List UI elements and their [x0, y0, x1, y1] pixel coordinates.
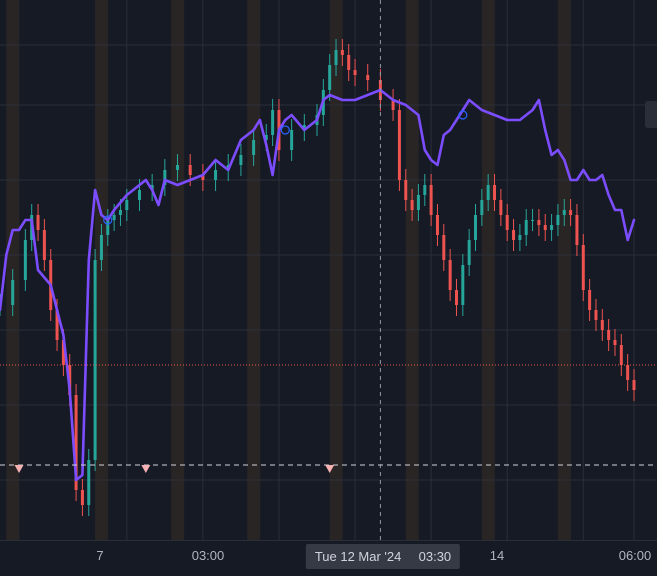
candle-body	[416, 195, 420, 210]
candle-body	[556, 215, 560, 225]
candle-body	[290, 130, 294, 150]
crosshair-date: Tue 12 Mar '24	[314, 549, 402, 564]
time-axis[interactable]: 7 03:00 Tue 12 Mar '24 03:30 14 06:00	[0, 540, 657, 576]
candle-body	[87, 460, 91, 505]
candle-body	[99, 235, 103, 260]
candle-body	[467, 240, 471, 265]
candle-body	[448, 260, 452, 290]
candle-body	[531, 220, 535, 221]
signal-circle-marker	[280, 125, 290, 135]
candle-body	[505, 215, 509, 230]
candle-body	[410, 200, 414, 210]
candle-body	[404, 180, 408, 200]
candle-body	[80, 490, 84, 505]
candle-body	[93, 260, 97, 460]
candle-body	[518, 235, 522, 240]
candle-body	[137, 190, 141, 200]
candle-body	[201, 175, 205, 180]
candle-body	[569, 210, 573, 215]
session-band	[481, 0, 495, 540]
signal-circle-marker	[458, 110, 468, 120]
candle-body	[575, 215, 579, 245]
candle-body	[594, 310, 598, 320]
candle-body	[150, 185, 154, 190]
signal-triangle-marker	[14, 465, 24, 473]
candle-body	[366, 75, 370, 80]
candle-body	[474, 215, 477, 240]
candle-body	[125, 200, 129, 210]
signal-circle-marker	[103, 215, 113, 225]
candle-body	[11, 280, 15, 305]
session-band	[405, 0, 419, 540]
time-tick-label: 7	[96, 548, 104, 563]
candle-body	[550, 225, 554, 230]
time-tick-label: 14	[489, 548, 505, 563]
candle-body	[493, 185, 497, 200]
candle-body	[397, 110, 401, 180]
candle-body	[118, 210, 122, 215]
candle-body	[626, 365, 630, 380]
candle-body	[543, 225, 547, 230]
candle-body	[562, 210, 566, 215]
candle-body	[106, 220, 110, 235]
candle-body	[239, 155, 243, 165]
candle-body	[112, 215, 116, 220]
price-chart[interactable]	[0, 0, 657, 540]
candle-body	[512, 230, 516, 240]
candle-body	[423, 185, 427, 195]
candle-body	[36, 215, 40, 230]
right-panel-handle[interactable]	[645, 101, 657, 128]
candle-body	[454, 290, 458, 305]
crosshair-time-label: Tue 12 Mar '24 03:30	[305, 544, 461, 569]
candle-body	[328, 65, 332, 90]
candle-body	[632, 380, 636, 390]
session-band	[171, 0, 185, 540]
candle-body	[347, 55, 351, 70]
indicator-line	[0, 88, 636, 482]
candle-body	[271, 110, 275, 135]
candle-body	[581, 245, 585, 290]
candle-body	[74, 395, 78, 490]
candle-body	[480, 200, 484, 215]
candle-body	[61, 340, 65, 365]
session-band	[247, 0, 261, 540]
candle-body	[607, 330, 611, 340]
candle-body	[442, 235, 446, 260]
candle-body	[537, 220, 541, 225]
candle-body	[23, 240, 27, 280]
candle-body	[334, 50, 338, 65]
candle-body	[214, 170, 218, 180]
candle-body	[524, 220, 528, 235]
session-band	[557, 0, 571, 540]
candle-body	[353, 70, 357, 75]
candle-body	[42, 230, 46, 260]
session-band	[329, 0, 343, 540]
chart-canvas[interactable]	[0, 0, 657, 540]
crosshair-time: 03:30	[418, 549, 452, 564]
candle-body	[264, 135, 268, 140]
candle-body	[252, 140, 256, 155]
candle-body	[429, 185, 433, 215]
candle-body	[619, 345, 623, 365]
candle-body	[600, 320, 604, 330]
candle-body	[176, 165, 180, 170]
candle-body	[188, 165, 192, 175]
candle-body	[588, 290, 592, 310]
candle-body	[391, 100, 395, 110]
time-tick-label: 03:00	[191, 548, 225, 563]
candle-body	[163, 170, 167, 185]
candle-body	[340, 50, 344, 55]
candle-body	[435, 215, 439, 235]
candle-body	[55, 310, 59, 340]
candle-body	[499, 200, 503, 215]
candle-body	[302, 125, 306, 130]
time-tick-label: 06:00	[618, 548, 652, 563]
candle-body	[461, 265, 465, 305]
signal-triangle-marker	[325, 465, 335, 473]
candle-body	[613, 340, 617, 345]
candle-body	[486, 185, 490, 200]
signal-triangle-marker	[141, 465, 151, 473]
